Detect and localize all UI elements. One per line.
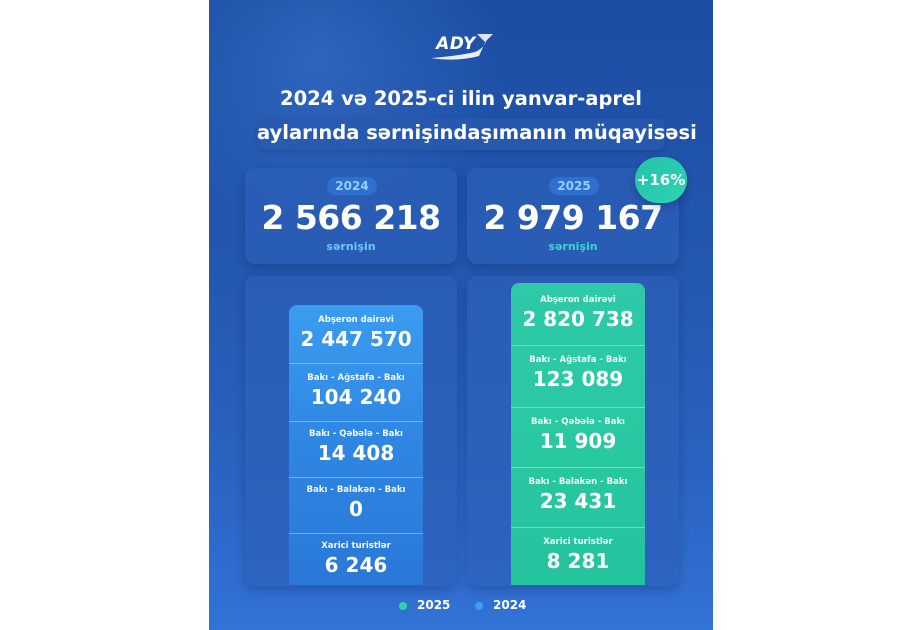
list-item: Bakı - Ağstafa - Bakı 104 240 — [289, 373, 423, 409]
list-item: Bakı - Qəbələ - Bakı 11 909 — [511, 417, 645, 453]
total-caption-2024: sərnişin — [326, 240, 376, 253]
total-caption-2025: sərnişin — [548, 240, 598, 253]
divider — [511, 527, 645, 528]
route-value: 8 281 — [546, 549, 610, 573]
route-label: Bakı - Balakən - Bakı — [528, 477, 628, 487]
title-line-2: aylarında sərnişindaşımanın müqayisəsi — [257, 121, 697, 144]
route-value: 6 246 — [324, 553, 388, 577]
route-value: 0 — [349, 497, 363, 521]
list-item: Bakı - Balakən - Bakı 23 431 — [511, 477, 645, 513]
divider — [289, 421, 423, 422]
divider — [511, 345, 645, 346]
breakdown-column-2025: Abşeron dairəvi 2 820 738 Bakı - Ağstafa… — [511, 283, 645, 585]
total-value-2025: 2 979 167 — [483, 198, 663, 237]
route-value: 23 431 — [539, 489, 617, 513]
breakdown-column-2024: Abşeron dairəvi 2 447 570 Bakı - Ağstafa… — [289, 305, 423, 585]
list-item: Bakı - Balakən - Bakı 0 — [289, 485, 423, 521]
route-value: 11 909 — [539, 429, 617, 453]
route-label: Abşeron dairəvi — [318, 315, 394, 325]
divider — [511, 407, 645, 408]
logo-text: ADY — [436, 34, 476, 54]
list-item: Xarici turistlər 8 281 — [511, 537, 645, 573]
route-label: Bakı - Balakən - Bakı — [306, 485, 406, 495]
route-value: 123 089 — [532, 367, 624, 391]
route-value: 2 820 738 — [522, 307, 634, 331]
legend: 2025 2024 — [209, 598, 713, 614]
route-value: 14 408 — [317, 441, 395, 465]
list-item: Xarici turistlər 6 246 — [289, 541, 423, 577]
legend-dot-2025-icon — [399, 601, 407, 610]
title-line-1: 2024 və 2025-ci ilin yanvar-aprel — [280, 87, 642, 110]
route-value: 104 240 — [310, 385, 402, 409]
logo-swoosh-icon — [431, 34, 493, 60]
divider — [289, 533, 423, 534]
divider — [289, 477, 423, 478]
route-label: Bakı - Qəbələ - Bakı — [531, 417, 625, 427]
legend-item-2024: 2024 — [475, 598, 526, 612]
legend-item-2025: 2025 — [399, 598, 450, 612]
ady-logo: ADY — [427, 28, 497, 66]
list-item: Bakı - Ağstafa - Bakı 123 089 — [511, 355, 645, 391]
year-pill-2024: 2024 — [327, 177, 377, 195]
list-item: Abşeron dairəvi 2 820 738 — [511, 295, 645, 331]
legend-label: 2025 — [417, 598, 451, 612]
legend-dot-2024-icon — [475, 601, 483, 610]
total-value-2024: 2 566 218 — [261, 198, 441, 237]
divider — [289, 363, 423, 364]
route-value: 2 447 570 — [300, 327, 412, 351]
legend-label: 2024 — [493, 598, 527, 612]
year-pill-2025: 2025 — [549, 177, 599, 195]
route-label: Bakı - Qəbələ - Bakı — [309, 429, 403, 439]
title-highlight-box — [257, 118, 665, 150]
list-item: Abşeron dairəvi 2 447 570 — [289, 315, 423, 351]
route-label: Xarici turistlər — [543, 537, 613, 547]
route-label: Bakı - Ağstafa - Bakı — [307, 373, 405, 383]
route-label: Bakı - Ağstafa - Bakı — [529, 355, 627, 365]
route-label: Xarici turistlər — [321, 541, 391, 551]
growth-badge: +16% — [635, 157, 687, 203]
divider — [511, 467, 645, 468]
infographic-poster: ADY 2024 və 2025-ci ilin yanvar-aprel ay… — [209, 0, 713, 630]
route-label: Abşeron dairəvi — [540, 295, 616, 305]
total-card-2024: 2024 2 566 218 sərnişin — [245, 168, 457, 264]
total-card-2025: 2025 2 979 167 sərnişin — [467, 168, 679, 264]
list-item: Bakı - Qəbələ - Bakı 14 408 — [289, 429, 423, 465]
